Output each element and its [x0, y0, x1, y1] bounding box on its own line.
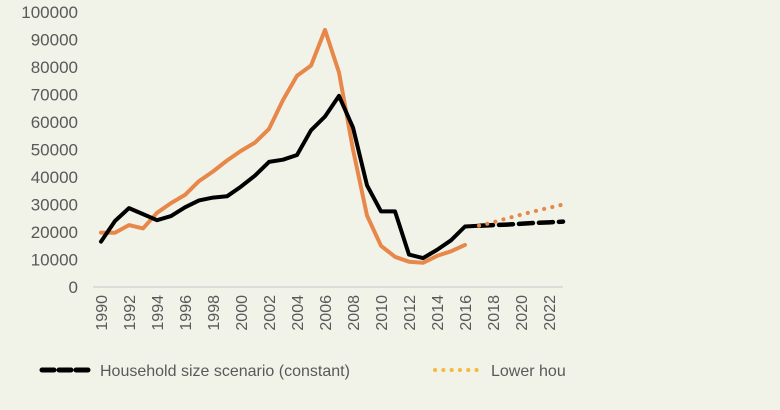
y-tick-label: 80000: [31, 58, 78, 77]
y-tick-label: 90000: [31, 31, 78, 50]
y-tick-label: 10000: [31, 251, 78, 270]
series-line-solid-0: [99, 27, 467, 265]
x-tick-label: 2014: [430, 295, 447, 331]
x-tick-label: 2020: [514, 295, 531, 331]
x-tick-label: 1998: [206, 295, 223, 331]
y-tick-label: 40000: [31, 168, 78, 187]
x-tick-label: 1996: [178, 295, 195, 331]
series-line-dashed-2: [476, 219, 566, 228]
x-tick-label: 1992: [122, 295, 139, 331]
x-tick-label: 2004: [290, 295, 307, 331]
legend-item-household-constant[interactable]: Household size scenario (constant): [39, 363, 350, 380]
x-tick-label: 1990: [94, 295, 111, 331]
series-line-dotted-3: [477, 202, 565, 228]
y-tick-label: 30000: [31, 196, 78, 215]
legend: Household size scenario (constant) Lower…: [39, 363, 566, 380]
y-tick-label: 50000: [31, 141, 78, 160]
y-tick-label: 70000: [31, 86, 78, 105]
x-tick-label: 2006: [318, 295, 335, 331]
x-axis-ticks: 1990 1992 1994 1996 1998 2000 2002 2004 2006 2008…: [94, 295, 559, 331]
y-tick-label: 20000: [31, 223, 78, 242]
series-layer: [99, 27, 566, 265]
x-tick-label: 2000: [234, 295, 251, 331]
y-tick-label: 60000: [31, 113, 78, 132]
x-tick-label: 1994: [150, 295, 167, 331]
x-tick-label: 2002: [262, 295, 279, 331]
x-tick-label: 2008: [346, 295, 363, 331]
x-tick-label: 2016: [458, 295, 475, 331]
x-tick-label: 2012: [402, 295, 419, 331]
series-line-solid-1: [99, 93, 481, 261]
legend-label: Lower hou: [491, 363, 566, 380]
y-tick-label: 0: [69, 278, 78, 297]
y-axis-ticks: 0 10000 20000 30000 40000 50000 60000 70000 8000…: [21, 3, 78, 297]
legend-label: Household size scenario (constant): [100, 363, 350, 380]
x-tick-label: 2022: [542, 295, 559, 331]
legend-item-lower-household[interactable]: Lower hou: [433, 363, 566, 380]
x-tick-label: 2010: [374, 295, 391, 331]
x-tick-label: 2018: [486, 295, 503, 331]
y-tick-label: 100000: [21, 3, 78, 22]
